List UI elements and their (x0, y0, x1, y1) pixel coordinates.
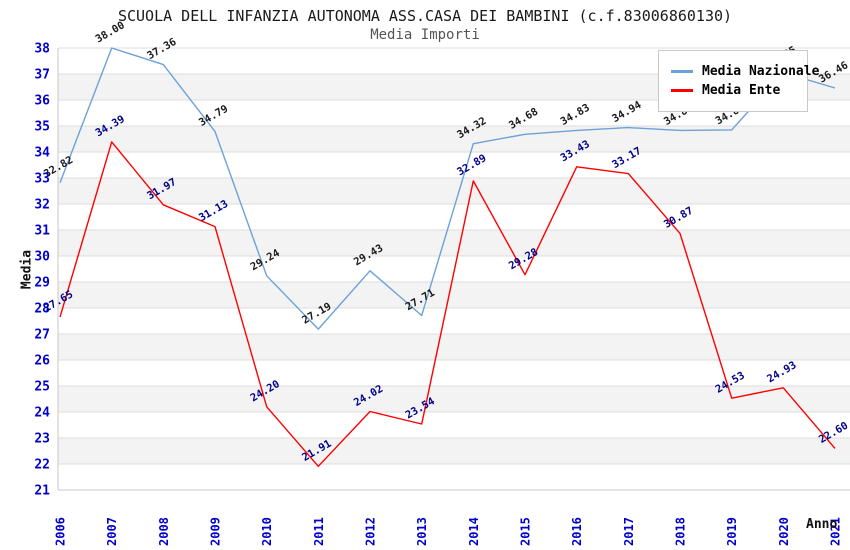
y-tick-label: 36 (34, 94, 50, 109)
y-tick-label: 38 (34, 42, 50, 57)
plot-band (58, 282, 850, 308)
x-tick-label: 2016 (570, 517, 584, 546)
plot-band (58, 308, 850, 334)
plot-band (58, 464, 850, 490)
x-tick-label: 2010 (260, 517, 274, 546)
chart-title: SCUOLA DELL INFANZIA AUTONOMA ASS.CASA D… (117, 7, 733, 25)
y-tick-label: 26 (34, 354, 50, 369)
y-tick-label: 29 (34, 276, 50, 291)
plot-band (58, 334, 850, 360)
red-line-swatch-icon (671, 89, 693, 92)
x-tick-label: 2008 (157, 517, 171, 546)
x-tick-label: 2012 (364, 517, 378, 546)
plot-band (58, 230, 850, 256)
x-tick-label: 2019 (725, 517, 739, 546)
series-line-media-ente (59, 141, 836, 467)
legend-label-media-ente: Media Ente (702, 83, 781, 98)
y-tick-label: 31 (34, 224, 50, 239)
plot-band (58, 412, 850, 438)
plot-band (58, 438, 850, 464)
y-tick-label: 27 (34, 328, 50, 343)
y-tick-label: 23 (34, 432, 50, 447)
legend-label-media-nazionale: Media Nazionale (702, 64, 820, 79)
legend: Media Nazionale Media Ente (658, 50, 819, 112)
plot-band (58, 178, 850, 204)
y-tick-label: 21 (34, 484, 50, 499)
x-tick-label: 2020 (777, 517, 791, 546)
y-tick-label: 32 (34, 198, 50, 213)
x-tick-label: 2021 (829, 517, 843, 546)
y-tick-label: 34 (34, 146, 50, 161)
y-tick-label: 22 (34, 458, 50, 473)
x-tick-label: 2014 (467, 517, 481, 546)
y-tick-label: 37 (34, 68, 50, 83)
x-tick-label: 2018 (674, 517, 688, 546)
x-tick-label: 2017 (622, 517, 636, 546)
x-tick-label: 2009 (209, 517, 223, 546)
legend-item-media-ente: Media Ente (671, 83, 797, 98)
y-tick-label: 24 (34, 406, 50, 421)
plot-band (58, 152, 850, 178)
y-axis-title: Media (19, 249, 35, 290)
x-tick-label: 2007 (105, 517, 119, 546)
series-line-media-nazionale (59, 47, 836, 330)
y-tick-label: 30 (34, 250, 50, 265)
blue-line-swatch-icon (671, 70, 693, 73)
chart-subtitle: Media Importi (370, 27, 480, 43)
x-tick-label: 2015 (519, 517, 533, 546)
y-tick-label: 35 (34, 120, 50, 135)
y-tick-label: 28 (34, 302, 50, 317)
plot-band (58, 386, 850, 412)
x-tick-label: 2006 (54, 517, 68, 546)
x-tick-label: 2011 (312, 517, 326, 546)
y-tick-label: 25 (34, 380, 50, 395)
legend-item-media-nazionale: Media Nazionale (671, 64, 819, 79)
y-tick-label: 33 (34, 172, 50, 187)
x-axis-title: Anno (806, 517, 838, 532)
plot-band (58, 360, 850, 386)
x-tick-label: 2013 (415, 517, 429, 546)
